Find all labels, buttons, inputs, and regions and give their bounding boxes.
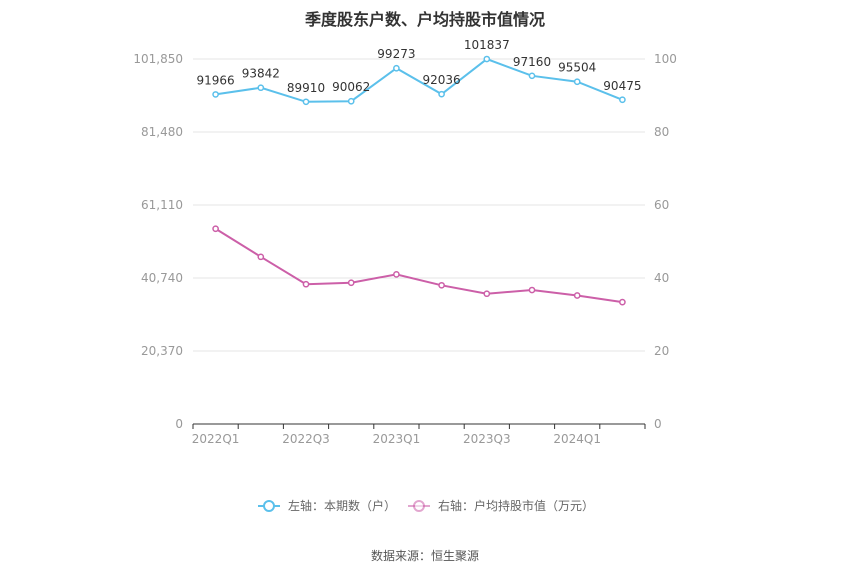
data-point <box>438 90 445 98</box>
data-point <box>483 55 491 63</box>
data-point <box>302 98 310 106</box>
data-point <box>393 271 400 278</box>
grid-layer <box>193 58 645 352</box>
data-point <box>619 298 626 306</box>
left-axis-tick-label: 61,110 <box>141 198 183 212</box>
x-axis-tick-label: 2023Q3 <box>463 432 511 446</box>
data-label: 90475 <box>603 79 641 93</box>
data-label: 101837 <box>464 38 510 52</box>
left-axis-tick-label: 0 <box>175 417 183 431</box>
chart-title: 季度股东户数、户均持股市值情况 <box>304 10 545 29</box>
data-point <box>212 225 219 233</box>
data-label: 99273 <box>377 47 415 61</box>
data-label: 93842 <box>242 67 280 81</box>
axis-layer: 0 20,370 40,740 61,110 81,480 101,850 0 20 40 60 8… <box>133 52 677 446</box>
x-axis-tick-label: 2023Q1 <box>373 432 421 446</box>
series-line-2 <box>215 227 623 304</box>
data-label: 89910 <box>287 81 325 95</box>
data-point <box>347 97 355 105</box>
source-note: 数据来源：恒生聚源 <box>370 549 479 563</box>
left-axis-tick-label: 101,850 <box>133 52 183 66</box>
x-axis-tick-label: 2024Q1 <box>553 432 601 446</box>
left-axis-tick-label: 40,740 <box>141 271 183 285</box>
data-point <box>528 286 536 294</box>
data-label: 97160 <box>513 55 551 69</box>
right-axis-tick-label: 0 <box>654 417 662 431</box>
data-point <box>619 96 626 104</box>
x-axis-tick-label: 2022Q3 <box>282 432 330 446</box>
data-point <box>212 91 219 98</box>
data-point <box>528 72 536 80</box>
data-point <box>347 279 355 287</box>
data-point <box>438 281 445 289</box>
legend-marker <box>413 500 425 512</box>
data-point <box>573 292 581 299</box>
data-point <box>302 280 310 288</box>
data-point <box>393 64 400 72</box>
legend-marker <box>263 500 275 512</box>
series-line-1 <box>215 57 623 103</box>
left-axis-tick-label: 81,480 <box>141 125 183 139</box>
left-axis-tick-label: 20,370 <box>141 344 183 358</box>
legend-label: 右轴：户均持股市值（万元） <box>438 498 594 513</box>
legend-label: 左轴：本期数（户） <box>288 498 396 513</box>
right-axis-tick-label: 20 <box>654 344 669 358</box>
right-axis-tick-label: 60 <box>654 198 669 212</box>
data-label: 90062 <box>332 80 370 94</box>
right-axis-tick-label: 80 <box>654 125 669 139</box>
data-point <box>483 290 491 298</box>
series-layer: 91966 93842 89910 90062 99273 92036 1018379716… <box>197 38 641 306</box>
data-label: 91966 <box>197 73 235 87</box>
right-axis-tick-label: 100 <box>654 52 677 66</box>
x-axis-tick-label: 2022Q1 <box>192 432 240 446</box>
right-axis-tick-label: 40 <box>654 271 669 285</box>
data-point <box>573 78 581 86</box>
data-point <box>257 84 265 92</box>
data-label: 95504 <box>558 61 596 75</box>
legend: 左轴：本期数（户） 右轴：户均持股市值（万元） <box>258 498 594 513</box>
data-point <box>257 253 265 261</box>
data-label: 92036 <box>423 73 461 87</box>
